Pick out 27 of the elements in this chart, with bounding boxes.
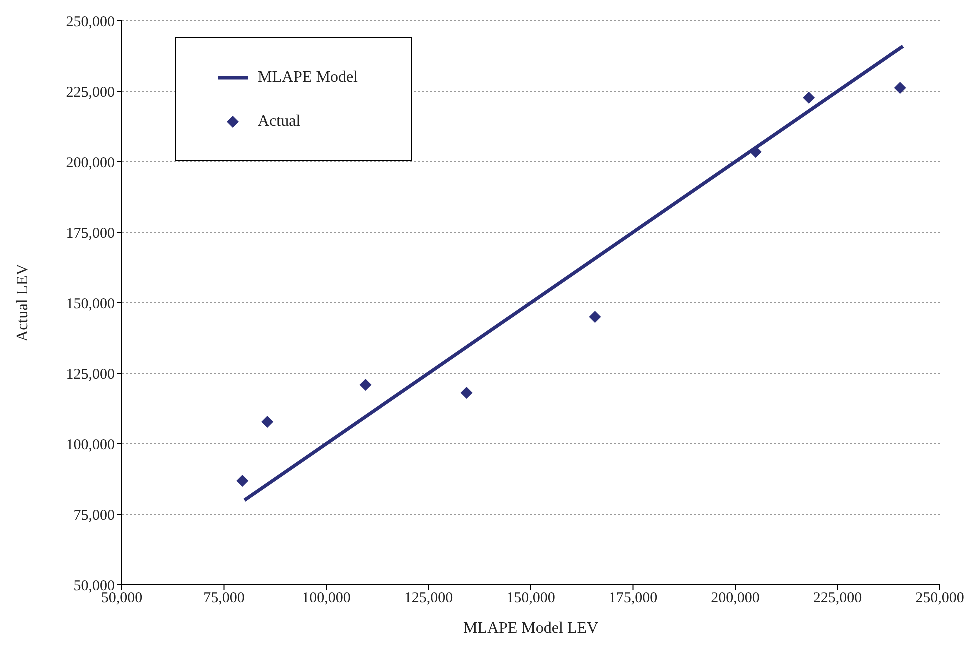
point	[360, 379, 372, 392]
x-axis-title: MLAPE Model LEV	[463, 620, 599, 637]
y-tick-label: 125,000	[66, 366, 115, 383]
point	[262, 416, 274, 428]
x-tick-label: 100,000	[302, 590, 351, 607]
x-tick-label: 175,000	[608, 590, 658, 607]
legend-label: Actual	[258, 113, 301, 131]
y-tick-label: 250,000	[66, 14, 115, 30]
point	[236, 474, 249, 487]
point	[803, 92, 816, 104]
x-tick-label: 250,000	[916, 590, 964, 607]
point	[460, 386, 473, 399]
y-tick-label: 100,000	[66, 437, 115, 454]
legend-label: MLAPE Model	[258, 69, 358, 87]
y-tick-label: 225,000	[66, 84, 115, 101]
point	[894, 82, 906, 94]
x-tick-label: 75,000	[204, 590, 245, 607]
x-tick-label: 225,000	[813, 590, 862, 607]
y-tick-label: 200,000	[66, 155, 115, 172]
x-tick-label: 200,000	[711, 590, 760, 607]
x-tick-label: 125,000	[404, 590, 454, 607]
x-tick-label: 150,000	[506, 590, 556, 607]
point	[589, 311, 602, 324]
y-axis-title: Actual LEV	[14, 264, 32, 342]
y-tick-label: 150,000	[66, 296, 115, 312]
y-tick-label: 175,000	[66, 226, 115, 242]
y-tick-label: 75,000	[74, 508, 115, 524]
